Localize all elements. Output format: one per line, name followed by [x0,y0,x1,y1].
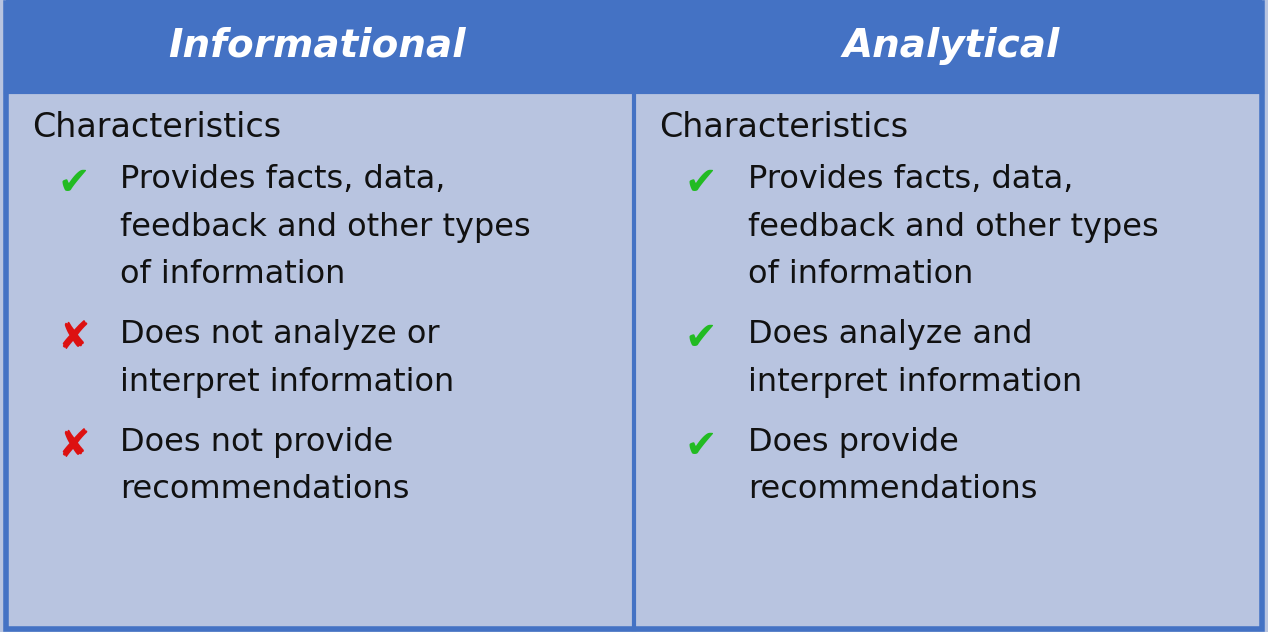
Text: Does analyze and: Does analyze and [748,319,1032,350]
Text: interpret information: interpret information [120,367,455,398]
Text: ✘: ✘ [57,427,90,465]
Text: recommendations: recommendations [748,474,1037,505]
Text: ✔: ✔ [685,164,718,202]
Text: interpret information: interpret information [748,367,1083,398]
Text: of information: of information [120,259,346,290]
Text: recommendations: recommendations [120,474,410,505]
Text: Characteristics: Characteristics [659,111,908,143]
Text: feedback and other types: feedback and other types [748,212,1159,243]
Text: ✔: ✔ [685,427,718,465]
Text: Provides facts, data,: Provides facts, data, [120,164,446,195]
Text: Informational: Informational [169,27,465,65]
Text: Analytical: Analytical [842,27,1060,65]
Text: ✔: ✔ [57,164,90,202]
Text: of information: of information [748,259,974,290]
Text: Characteristics: Characteristics [32,111,280,143]
FancyBboxPatch shape [6,0,634,92]
Text: feedback and other types: feedback and other types [120,212,531,243]
Text: Provides facts, data,: Provides facts, data, [748,164,1074,195]
Text: ✔: ✔ [685,319,718,357]
Text: ✘: ✘ [57,319,90,357]
Text: Does provide: Does provide [748,427,959,458]
Text: Does not provide: Does not provide [120,427,393,458]
FancyBboxPatch shape [634,0,1262,92]
FancyBboxPatch shape [6,3,1262,629]
Text: Does not analyze or: Does not analyze or [120,319,440,350]
